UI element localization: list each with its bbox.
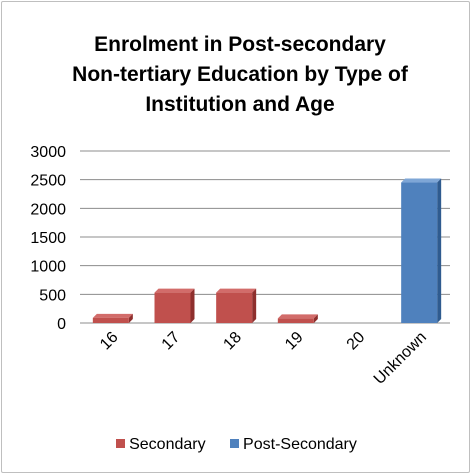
chart-legend: Secondary Post-Secondary	[0, 436, 473, 454]
chart-title-line-3: Institution and Age	[145, 93, 335, 116]
bar-side-face	[313, 314, 318, 323]
legend-item-secondary: Secondary	[116, 436, 206, 454]
y-tick-label: 2500	[30, 173, 66, 190]
bar-secondary-19	[277, 314, 318, 323]
bar-side-face	[190, 288, 195, 323]
chart-title-line-1: Enrolment in Post-secondary	[94, 33, 386, 56]
bar-top-face	[154, 288, 195, 293]
bar-top-face	[216, 288, 257, 293]
bar-secondary-17	[154, 288, 195, 323]
chart-title: Enrolment in Post-secondary Non-tertiary…	[40, 30, 440, 120]
legend-item-post-secondary: Post-Secondary	[230, 436, 357, 454]
bar-front-face	[277, 318, 314, 323]
bar-front-face	[92, 317, 129, 323]
bar-front-face	[154, 292, 191, 323]
y-tick-label: 1500	[30, 230, 66, 247]
bar-front-face	[216, 292, 253, 323]
bar-side-face	[252, 288, 257, 323]
x-tick-label: 19	[282, 329, 307, 354]
legend-swatch-secondary	[116, 439, 126, 448]
legend-swatch-post-secondary	[230, 439, 240, 448]
chart-title-line-2: Non-tertiary Education by Type of	[72, 63, 408, 86]
legend-label-post-secondary: Post-Secondary	[243, 436, 357, 453]
bar-post-secondary-unknown	[401, 178, 442, 323]
bar-top-face	[277, 314, 318, 319]
y-tick-label: 2000	[30, 201, 66, 218]
y-tick-label: 500	[39, 287, 66, 304]
x-tick-label: 18	[220, 329, 245, 354]
bar-side-face	[437, 178, 442, 323]
y-tick-label: 3000	[30, 144, 66, 161]
x-tick-label: 16	[97, 329, 122, 354]
y-tick-label: 1000	[30, 259, 66, 276]
legend-label-secondary: Secondary	[129, 436, 206, 453]
x-tick-label: Unknown	[371, 329, 430, 388]
bar-top-face	[92, 313, 133, 318]
x-tick-label: 17	[159, 329, 184, 354]
bar-top-face	[401, 178, 442, 183]
x-tick-label: 20	[344, 329, 369, 354]
bar-secondary-16	[92, 313, 133, 323]
y-tick-label: 0	[57, 316, 66, 333]
bar-secondary-18	[216, 288, 257, 323]
bar-side-face	[128, 313, 133, 323]
bar-front-face	[401, 182, 438, 323]
